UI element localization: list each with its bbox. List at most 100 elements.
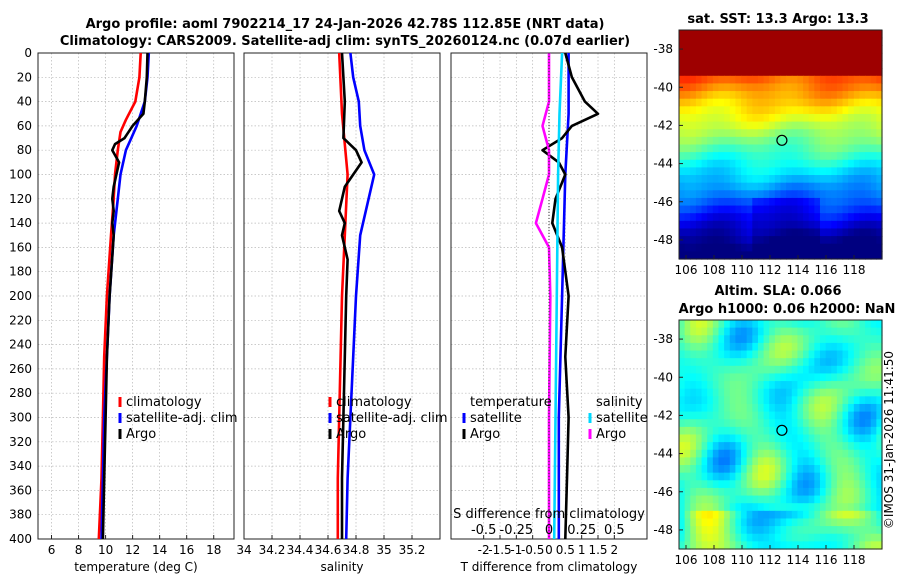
sst-map-cell [786, 52, 793, 62]
sst-map-cell [712, 91, 720, 100]
sla-map-cell [690, 342, 697, 352]
sla-map-cell [757, 533, 765, 542]
sst-map-cell [780, 251, 787, 260]
sla-map-cell [712, 541, 720, 550]
sla-map-cell [741, 396, 748, 405]
sla-map-cell [769, 411, 776, 420]
sla-map-cell [724, 495, 731, 504]
sla-map-cell [859, 526, 866, 535]
sla-map-cell [865, 457, 872, 466]
differences-xtick-label: 1 [578, 543, 586, 557]
sla-map-cell [718, 510, 725, 520]
sst-map-cell [780, 83, 787, 92]
sla-map-cell [853, 480, 861, 489]
sla-map-cell [819, 411, 827, 420]
sst-map-cell [831, 121, 838, 130]
sst-map-cell [797, 144, 804, 153]
sst-map-cell [848, 167, 855, 176]
sst-map-cell [836, 37, 844, 46]
sla-map-cell [684, 495, 691, 504]
sst-map-cell [848, 30, 855, 39]
sla-map-cell [724, 487, 731, 497]
diff-legend-label: Argo [470, 427, 500, 442]
sla-map-cell [690, 373, 697, 382]
sst-map-cell [791, 45, 799, 54]
sst-map-cell [763, 197, 770, 207]
sla-map-cell [707, 320, 714, 329]
sla-map-cell [814, 365, 821, 375]
sst-map-cell [690, 197, 697, 207]
sla-map-cell [707, 457, 714, 466]
sst-map-cell [780, 197, 787, 207]
sla-map-cell [859, 358, 866, 367]
sla-map-cell [718, 381, 725, 390]
sla-map-cell [774, 426, 782, 436]
sst-map-cell [870, 37, 877, 46]
sla-map-cell [836, 465, 844, 474]
sla-map-cell [825, 350, 832, 359]
sst-map-cell [814, 236, 821, 245]
sla-map-cell [791, 526, 799, 535]
sst-map-cell [797, 75, 804, 85]
sst-map-cell [848, 190, 855, 199]
sla-map-cell [729, 373, 736, 382]
sst-map-cell [757, 68, 765, 77]
sst-map-cell [803, 205, 810, 214]
sst-map-cell [786, 228, 793, 237]
sst-map-cell [870, 129, 877, 138]
sla-map-cell [718, 342, 725, 352]
sla-map-cell [684, 358, 691, 367]
sla-map-cell [808, 411, 815, 420]
sst-map-cell [769, 68, 776, 77]
sst-map-cell [707, 213, 714, 222]
depth-tick-label: 220 [9, 313, 32, 327]
sla-map-cell [803, 403, 810, 413]
sla-map-cell [836, 442, 844, 451]
sst-map-cell [690, 190, 697, 199]
sst-map-cell [870, 213, 877, 222]
sla-map-cell [808, 541, 815, 550]
sla-map-cell [735, 472, 742, 481]
sst-map-cell [752, 98, 759, 107]
sst-map-cell [729, 197, 736, 207]
sst-map-cell [825, 220, 832, 230]
sst-map-cell [718, 136, 725, 146]
sst-map-cell [679, 251, 686, 260]
sst-map-cell [814, 45, 821, 54]
sst-map-cell [752, 205, 759, 214]
sla-map-cell [746, 487, 753, 497]
sla-map-cell [780, 480, 787, 489]
sla-map-cell [853, 381, 861, 390]
sla-map-cell [848, 335, 855, 344]
sla-map-cell [803, 342, 810, 352]
sla-map-cell [741, 480, 748, 489]
sst-map-cell [831, 106, 838, 115]
sst-map-cell [876, 182, 883, 191]
sla-map-cell [825, 465, 832, 474]
sst-map-cell [724, 75, 731, 85]
sst-map-cell [814, 167, 821, 176]
sst-map-cell [836, 236, 844, 245]
sla-map-cell [769, 518, 776, 527]
sst-map-cell [865, 83, 872, 92]
sla-map-cell [774, 503, 782, 512]
sla-map-cell [786, 434, 793, 443]
sst-map-cell [712, 197, 720, 207]
sst-map-cell [876, 37, 883, 46]
sst-map-cell [825, 106, 832, 115]
sla-map-cell [718, 526, 725, 535]
sla-map-cell [803, 472, 810, 481]
sst-map-cell [701, 220, 708, 230]
sla-map-cell [780, 365, 787, 375]
sla-map-cell [842, 320, 849, 329]
sla-map-cell [791, 411, 799, 420]
sla-map-cell [814, 350, 821, 359]
sst-map-cell [842, 83, 849, 92]
sst-map-cell [814, 144, 821, 153]
sst-map-cell [752, 68, 759, 77]
sla-map-cell [814, 388, 821, 397]
sla-map-cell [836, 373, 844, 382]
sla-map-cell [695, 411, 703, 420]
sla-map-cell [848, 396, 855, 405]
sla-map-cell [786, 365, 793, 375]
